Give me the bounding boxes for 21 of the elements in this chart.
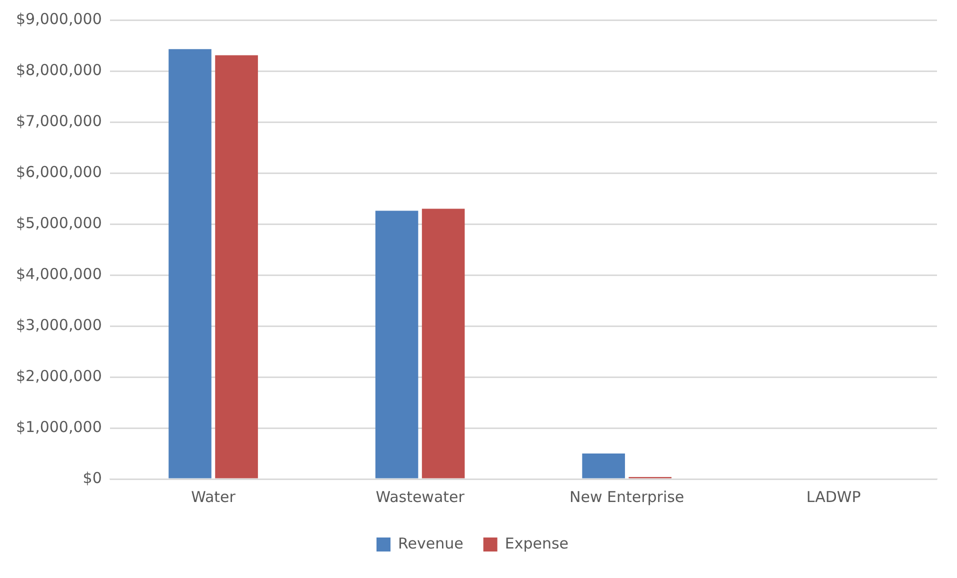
legend-label: Revenue — [398, 534, 464, 552]
x-tick-label: LADWP — [806, 488, 861, 506]
x-tick-label: Wastewater — [376, 488, 466, 506]
y-tick-label: $9,000,000 — [16, 10, 102, 28]
x-tick-label: New Enterprise — [570, 488, 684, 506]
y-tick-label: $2,000,000 — [16, 366, 102, 385]
legend-label: Expense — [504, 534, 568, 552]
y-tick-label: $5,000,000 — [16, 214, 102, 232]
bar — [215, 55, 258, 478]
y-tick-label: $6,000,000 — [16, 162, 102, 181]
bar — [422, 208, 465, 478]
bar — [375, 210, 418, 478]
y-tick-label: $7,000,000 — [16, 112, 102, 130]
y-tick-label: $3,000,000 — [16, 316, 102, 334]
bar — [168, 49, 212, 478]
y-tick-label: $4,000,000 — [16, 264, 102, 283]
x-tick-label: Water — [191, 488, 236, 506]
y-tick-label: $0 — [82, 468, 102, 487]
y-tick-label: $1,000,000 — [16, 418, 102, 436]
bar — [582, 454, 625, 478]
y-tick-label: $8,000,000 — [16, 60, 102, 79]
